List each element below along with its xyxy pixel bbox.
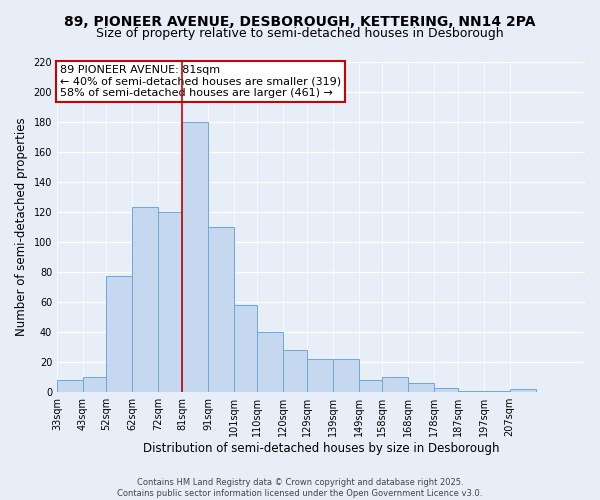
Bar	[158, 212, 182, 392]
Bar	[434, 388, 458, 392]
Bar	[458, 390, 484, 392]
Bar	[208, 227, 234, 392]
Bar	[57, 380, 83, 392]
Text: Contains HM Land Registry data © Crown copyright and database right 2025.
Contai: Contains HM Land Registry data © Crown c…	[118, 478, 482, 498]
Bar	[182, 122, 208, 392]
Bar	[133, 208, 158, 392]
Y-axis label: Number of semi-detached properties: Number of semi-detached properties	[15, 118, 28, 336]
Bar	[333, 359, 359, 392]
Bar	[382, 377, 408, 392]
Bar	[359, 380, 382, 392]
Bar	[307, 359, 333, 392]
Bar	[106, 276, 133, 392]
Bar	[283, 350, 307, 392]
Bar	[484, 390, 509, 392]
Text: 89 PIONEER AVENUE: 81sqm
← 40% of semi-detached houses are smaller (319)
58% of : 89 PIONEER AVENUE: 81sqm ← 40% of semi-d…	[59, 64, 341, 98]
Bar	[83, 377, 106, 392]
Text: 89, PIONEER AVENUE, DESBOROUGH, KETTERING, NN14 2PA: 89, PIONEER AVENUE, DESBOROUGH, KETTERIN…	[64, 15, 536, 29]
Bar	[257, 332, 283, 392]
Bar	[234, 305, 257, 392]
X-axis label: Distribution of semi-detached houses by size in Desborough: Distribution of semi-detached houses by …	[143, 442, 499, 455]
Bar	[408, 383, 434, 392]
Text: Size of property relative to semi-detached houses in Desborough: Size of property relative to semi-detach…	[96, 28, 504, 40]
Bar	[509, 389, 536, 392]
